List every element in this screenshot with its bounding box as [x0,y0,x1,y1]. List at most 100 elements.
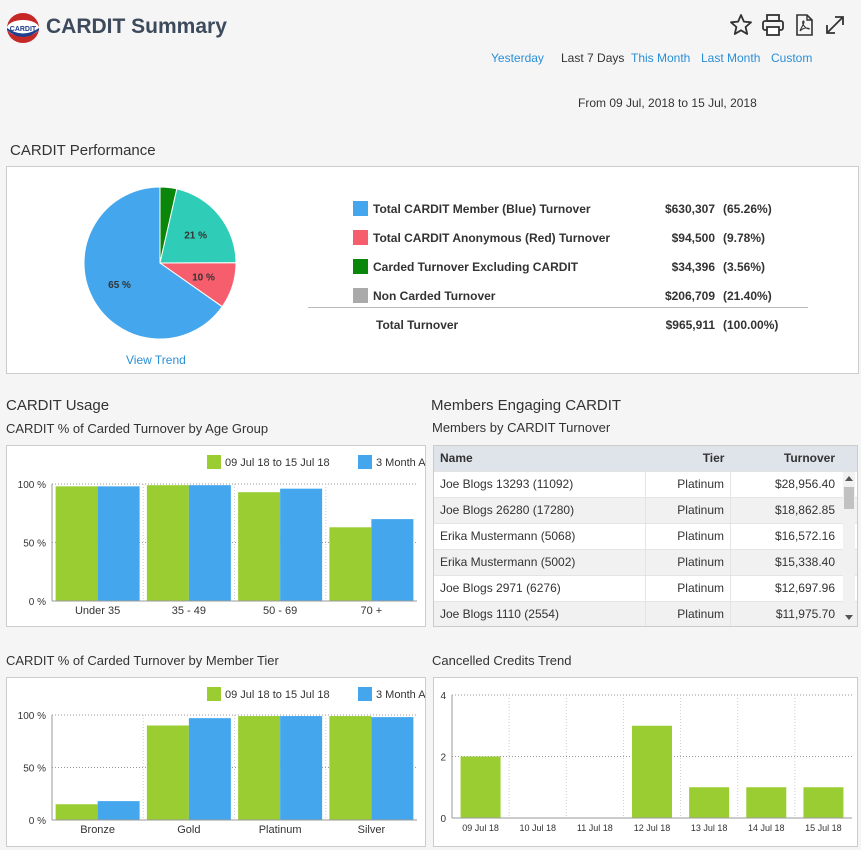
member-turnover: $11,975.70 [729,600,857,626]
range-last-7-days[interactable]: Last 7 Days [561,51,625,65]
bar [689,787,730,818]
table-row[interactable]: Erika Mustermann (5068) Platinum $16,572… [434,522,857,549]
range-yesterday[interactable]: Yesterday [491,51,544,65]
legend-swatch-blue [353,201,368,216]
bar [55,486,98,601]
table-row[interactable]: Joe Blogs 13293 (11092) Platinum $28,956… [434,470,857,497]
member-tier: Platinum [644,548,731,575]
pie-data-label: 21 % [184,231,207,242]
legend-swatch [207,687,221,701]
legend-amount: $94,500 [671,231,715,245]
member-name: Joe Blogs 1110 (2554) [434,600,646,626]
range-custom[interactable]: Custom [771,51,813,65]
table-row[interactable]: Joe Blogs 26280 (17280) Platinum $18,862… [434,496,857,523]
legend-percent: (3.56%) [723,260,766,274]
age-chart-panel: 0 % 50 % 100 % Under 35 35 - 49 50 - 69 70 + 09… [6,445,437,627]
bar [97,801,140,820]
performance-title: CARDIT Performance [10,142,156,159]
x-tick-label: Bronze [80,824,115,836]
x-tick-label: 12 Jul 18 [634,823,671,833]
view-trend-link[interactable]: View Trend [126,353,186,367]
column-header-tier[interactable]: Tier [645,446,731,471]
total-label: Total Turnover [376,318,459,332]
member-name: Joe Blogs 13293 (11092) [434,470,646,497]
bar [55,804,98,820]
bar [460,756,501,818]
table-row[interactable]: Joe Blogs 2971 (6276) Platinum $12,697.9… [434,574,857,601]
y-tick-label: 4 [440,691,446,702]
bar [97,486,140,601]
table-scrollbar[interactable] [843,472,855,624]
cancelled-chart-panel: 0 2 4 09 Jul 18 10 Jul 18 11 Jul 18 12 Jul 18 1… [433,677,858,847]
bar [746,787,787,818]
x-tick-label: 50 - 69 [263,605,297,617]
legend-percent: (9.78%) [723,231,766,245]
y-tick-label: 0 [440,814,446,825]
table-row[interactable]: Erika Mustermann (5002) Platinum $15,338… [434,548,857,575]
pie-slice [83,186,223,340]
member-name: Erika Mustermann (5068) [434,522,646,549]
member-name: Erika Mustermann (5002) [434,548,646,575]
x-tick-label: Platinum [259,824,302,836]
y-tick-label: 50 % [23,539,46,550]
member-tier: Platinum [644,574,731,601]
table-header-row: Name Tier Turnover [434,446,857,471]
page-title: CARDIT Summary [46,15,227,38]
legend-swatch [207,455,221,469]
pdf-icon[interactable] [792,13,816,37]
y-tick-label: 100 % [18,480,46,491]
x-tick-label: Under 35 [75,605,120,617]
legend-label: 09 Jul 18 to 15 Jul 18 [225,689,330,701]
bar [280,488,323,601]
x-tick-label: 13 Jul 18 [691,823,728,833]
total-percent: (100.00%) [723,318,779,332]
member-name: Joe Blogs 26280 (17280) [434,496,646,523]
logo-text: CARDIT [10,26,37,33]
cardit-logo: CARDIT [7,13,39,43]
range-last-month[interactable]: Last Month [701,51,761,65]
x-tick-label: Silver [358,824,386,836]
legend-label: Non Carded Turnover [373,289,496,303]
x-tick-label: 70 + [361,605,383,617]
table-row[interactable]: Joe Blogs 1110 (2554) Platinum $11,975.7… [434,600,857,626]
star-icon[interactable] [729,13,753,37]
age-group-bar-chart[interactable]: 0 % 50 % 100 % Under 35 35 - 49 50 - 69 70 + 09… [7,446,437,626]
performance-pie-chart[interactable]: 21 % 10 % 65 % [80,183,240,343]
cancelled-credits-bar-chart[interactable]: 0 2 4 09 Jul 18 10 Jul 18 11 Jul 18 12 Jul 18 1… [434,678,857,846]
pie-data-label: 65 % [108,280,131,291]
print-icon[interactable] [761,13,785,37]
legend-amount: $630,307 [664,202,715,216]
x-tick-label: 11 Jul 18 [577,823,613,833]
member-tier: Platinum [644,522,731,549]
y-tick-label: 2 [440,753,446,764]
bar [146,485,189,601]
expand-icon[interactable] [823,13,847,37]
y-tick-label: 100 % [18,711,46,722]
legend-percent: (65.26%) [723,202,772,216]
range-this-month[interactable]: This Month [631,51,691,65]
bar [371,717,414,820]
tier-chart-title: CARDIT % of Carded Turnover by Member Ti… [6,653,279,668]
x-tick-label: 14 Jul 18 [748,823,785,833]
members-title: Members Engaging CARDIT [431,397,622,414]
member-turnover: $28,956.40 [729,470,857,497]
legend-amount: $34,396 [671,260,715,274]
member-tier: Platinum [644,470,731,497]
scroll-down-arrow-icon[interactable] [845,615,853,620]
y-tick-label: 50 % [23,764,46,775]
legend-label: 09 Jul 18 to 15 Jul 18 [225,457,330,469]
legend-divider [308,307,808,308]
legend-swatch [358,455,372,469]
scroll-up-arrow-icon[interactable] [845,476,853,481]
member-turnover: $15,338.40 [729,548,857,575]
member-tier-bar-chart[interactable]: 0 % 50 % 100 % Bronze Gold Platinum Silver 09 J… [7,678,437,846]
legend-label: 3 Month Avg [376,457,425,469]
bar [238,716,281,820]
x-tick-label: Gold [177,824,200,836]
column-header-name[interactable]: Name [434,446,646,471]
x-tick-label: 15 Jul 18 [805,823,842,833]
column-header-turnover[interactable]: Turnover [730,446,857,471]
legend-percent: (21.40%) [723,289,772,303]
scrollbar-thumb[interactable] [844,487,854,509]
y-tick-label: 0 % [29,597,46,608]
